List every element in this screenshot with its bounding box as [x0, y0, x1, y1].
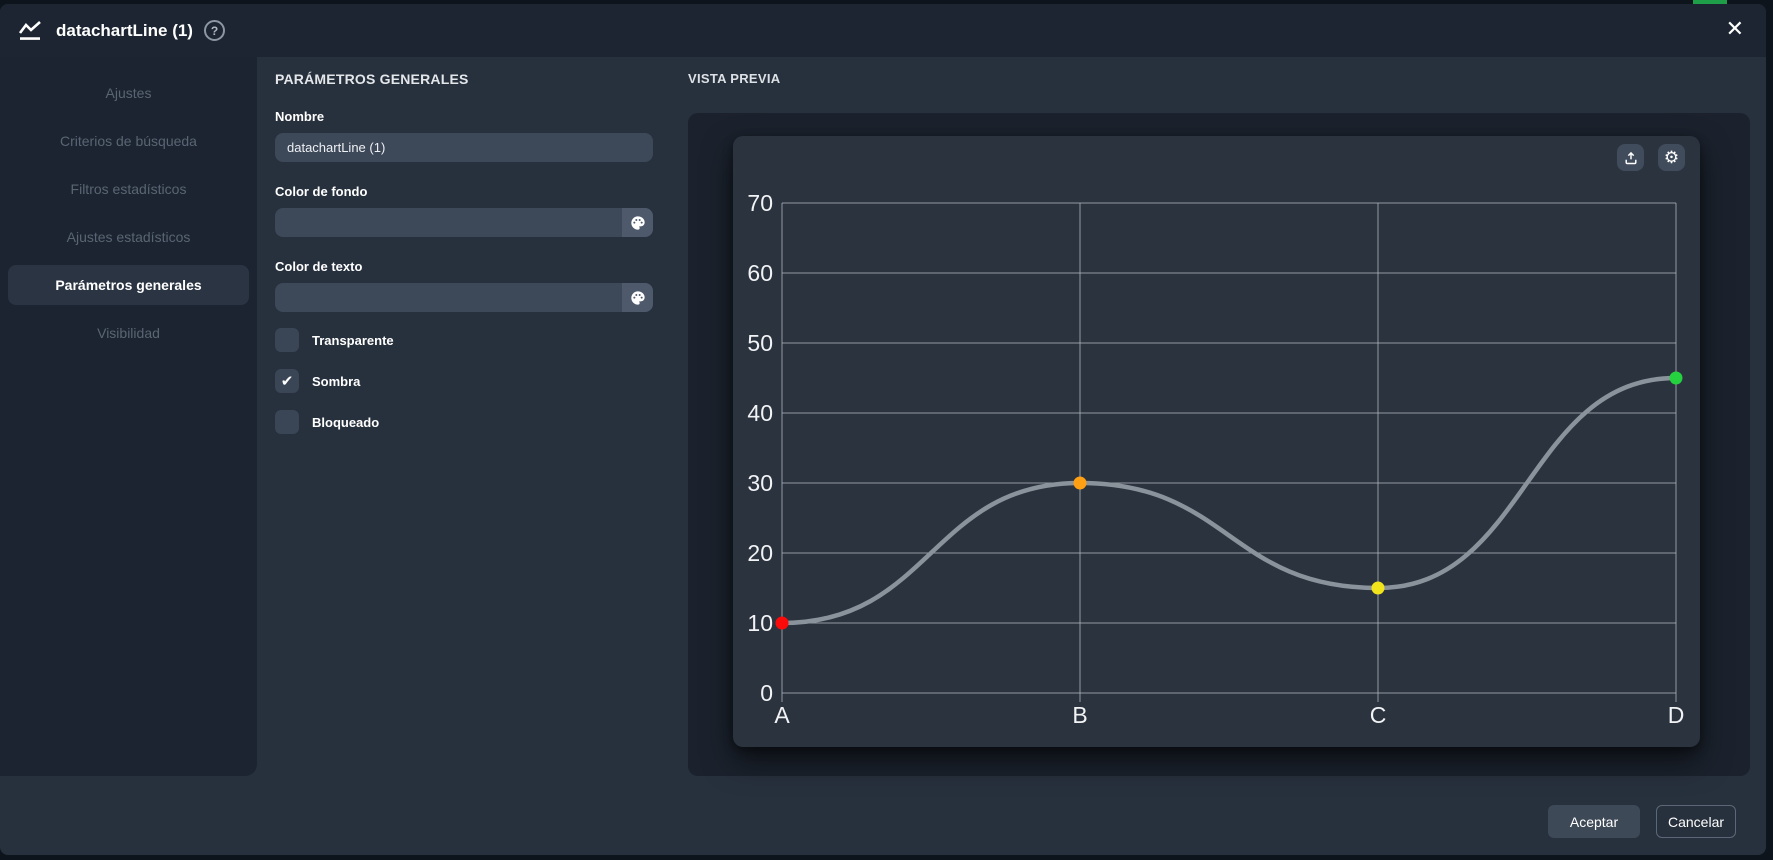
checkbox-row-transparente[interactable]: Transparente [275, 328, 653, 352]
close-icon[interactable]: ✕ [1725, 17, 1744, 42]
background-color-input[interactable] [275, 208, 653, 237]
sidebar-item-filtros-estad-sticos[interactable]: Filtros estadísticos [70, 181, 187, 197]
data-point-a[interactable] [775, 616, 789, 630]
palette-icon [630, 290, 645, 305]
x-tick-label: B [1072, 702, 1087, 728]
y-tick-label: 0 [760, 680, 773, 706]
y-tick-label: 30 [747, 470, 773, 496]
form-checkbox-list: Transparente ✔ Sombra Bloqueado [275, 328, 653, 434]
text-color-input[interactable] [275, 283, 653, 312]
x-tick-label: C [1370, 702, 1387, 728]
chart-preview-card: 0 10 20 30 40 50 60 70 A B C D ⚙ [733, 136, 1700, 747]
help-icon[interactable]: ? [203, 20, 225, 41]
y-tick-label: 50 [747, 330, 773, 356]
preview-panel: 0 10 20 30 40 50 60 70 A B C D ⚙ [688, 113, 1750, 776]
background-accent-strip [1693, 0, 1727, 4]
sombra-checkbox[interactable]: ✔ [275, 369, 299, 393]
checkbox-label: Sombra [312, 373, 361, 389]
export-chart-button[interactable] [1617, 144, 1644, 171]
sidebar-item-ajustes[interactable]: Ajustes [105, 85, 152, 101]
checkbox-row-bloqueado[interactable]: Bloqueado [275, 410, 653, 434]
sidebar-item-par-metros-generales[interactable]: Parámetros generales [8, 265, 249, 305]
bloqueado-checkbox[interactable] [275, 410, 299, 434]
chart-settings-dialog: datachartLine (1) ? ✕ Ajustes Criterios d… [0, 4, 1766, 855]
transparente-checkbox[interactable] [275, 328, 299, 352]
chart-settings-button[interactable]: ⚙ [1658, 144, 1685, 171]
y-tick-label: 20 [747, 540, 773, 566]
y-tick-label: 40 [747, 400, 773, 426]
line-chart-preview: 0 10 20 30 40 50 60 70 A B C D [747, 190, 1685, 728]
form-section-heading: PARÁMETROS GENERALES [275, 71, 469, 87]
data-point-d[interactable] [1669, 371, 1683, 385]
checkbox-label: Bloqueado [312, 414, 380, 430]
dialog-titlebar: datachartLine (1) ? ✕ [0, 4, 1766, 57]
name-input[interactable] [275, 133, 653, 162]
text-color-label: Color de texto [275, 259, 363, 274]
accept-button[interactable]: Aceptar [1548, 805, 1640, 838]
chart-line-series [779, 375, 1679, 626]
sidebar-item-ajustes-estad-sticos[interactable]: Ajustes estadísticos [66, 229, 191, 245]
x-tick-label: D [1668, 702, 1685, 728]
background-color-label: Color de fondo [275, 184, 368, 199]
data-point-c[interactable] [1371, 581, 1385, 595]
gear-icon: ⚙ [1663, 147, 1680, 168]
y-tick-label: 10 [747, 610, 773, 636]
palette-icon [630, 215, 645, 230]
data-point-b[interactable] [1073, 476, 1087, 490]
x-tick-label: A [774, 702, 790, 728]
preview-section-heading: VISTA PREVIA [688, 71, 781, 86]
y-tick-label: 60 [747, 260, 773, 286]
checkbox-row-sombra[interactable]: ✔ Sombra [275, 369, 653, 393]
line-chart-icon [18, 20, 41, 40]
cancel-button[interactable]: Cancelar [1656, 805, 1736, 838]
background-color-picker-button[interactable] [622, 208, 653, 237]
name-field-label: Nombre [275, 109, 325, 124]
sidebar-item-visibilidad[interactable]: Visibilidad [97, 325, 160, 341]
y-tick-label: 70 [747, 190, 773, 216]
general-parameters-form: PARÁMETROS GENERALES Nombre Color de fon… [275, 57, 653, 451]
text-color-picker-button[interactable] [622, 283, 653, 312]
dialog-title: datachartLine (1) [56, 20, 193, 40]
upload-icon [1624, 151, 1637, 164]
checkbox-label: Transparente [312, 332, 394, 348]
settings-sidebar: Ajustes Criterios de búsqueda Filtros esta… [0, 57, 257, 776]
sidebar-item-criterios-de-b-squeda[interactable]: Criterios de búsqueda [60, 133, 197, 149]
